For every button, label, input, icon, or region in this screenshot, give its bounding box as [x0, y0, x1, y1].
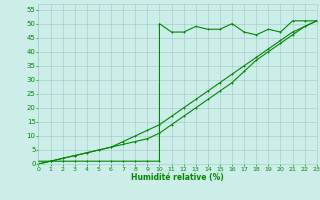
X-axis label: Humidité relative (%): Humidité relative (%)	[131, 173, 224, 182]
